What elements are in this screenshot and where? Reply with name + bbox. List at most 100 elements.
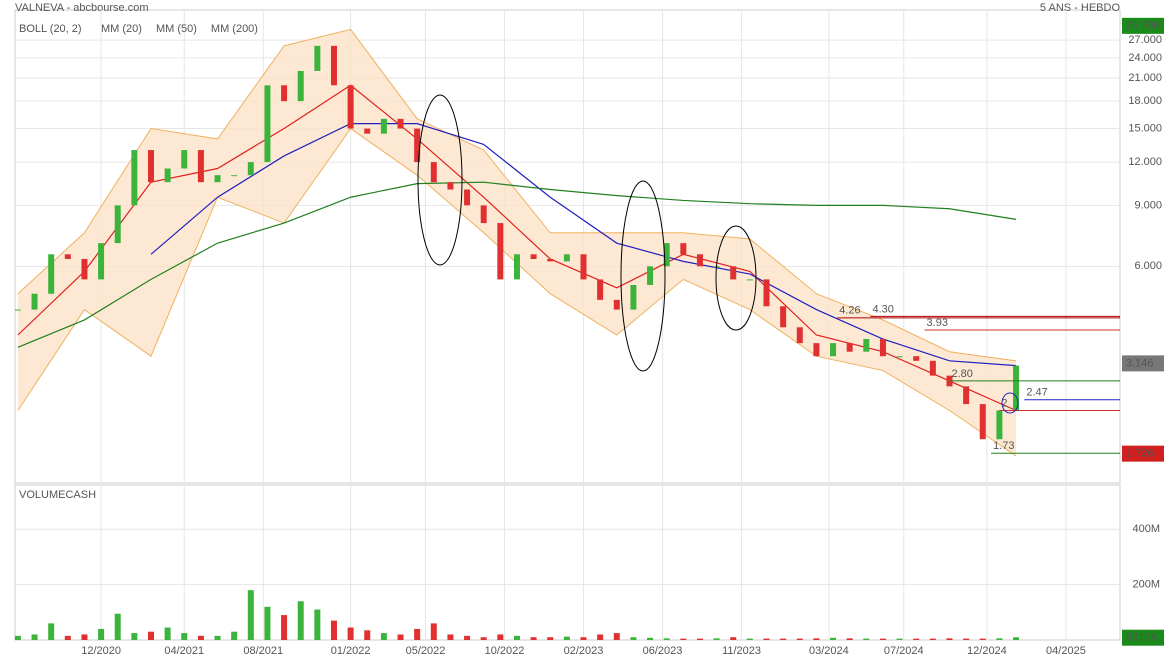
y-tick-label: 24.000 [1128,52,1162,64]
candle [830,343,837,357]
candle [347,85,354,129]
volume-bar [896,638,903,640]
price-label-box [1122,17,1164,34]
volume-bar [497,634,504,640]
labels: 12/2020 04/2021 08/2021 01/2022 05/2022 10/20… [19,17,1164,657]
volume-bar [414,628,421,640]
volume-bar [730,637,737,640]
candle [31,293,38,310]
legend-entry: MM (20) [101,23,142,35]
volume-bar [647,637,654,640]
level-label: 4.30 [872,303,893,315]
volume-bar [530,637,537,640]
candle [98,243,105,280]
volume-bar [430,623,437,640]
candle [913,356,920,361]
volume-bar [98,628,105,640]
candle [597,279,604,300]
level-label: 2 [1001,397,1007,409]
candle [464,189,471,206]
volume-bar [380,633,387,640]
y-tick-label: 400M [1132,523,1160,535]
candle [813,343,820,357]
candle [231,175,238,177]
candle [513,254,520,280]
volume-bar [81,634,88,640]
candle [929,360,936,376]
volume-bar [131,633,138,640]
volume-bar [48,623,55,640]
candle [663,243,670,267]
volume-bar [330,620,337,640]
x-tick-label: 12/2024 [967,645,1007,657]
candle [896,356,903,358]
ellipse [715,225,757,331]
candle [264,85,271,163]
candle [796,327,803,344]
candle [447,182,454,190]
volume-bar [879,638,886,640]
volume-label: 8315K [1126,632,1158,644]
volume-bar [314,609,321,640]
volume-bar [580,637,587,640]
volume-bar [1013,637,1020,640]
candle [247,162,254,176]
candle [580,254,587,280]
candle [114,205,121,244]
annotations [417,94,1019,414]
x-tick-label: 08/2021 [243,645,283,657]
volume-bar [214,635,221,640]
volume-bar [197,635,204,640]
volume-bar [613,633,620,640]
volume-bar [813,638,820,640]
price-label-box [1122,445,1164,462]
volume-bar [763,638,770,640]
candle [630,284,637,310]
y-tick-label: 15.000 [1128,122,1162,134]
volume-bar [929,638,936,640]
ellipse [1001,392,1019,414]
price-label: 29.700 [1126,20,1160,32]
candle [64,254,71,259]
volume-bar [630,637,637,640]
candle [996,410,1003,440]
volume-bar [480,637,487,640]
y-tick-label: 9.000 [1134,199,1162,211]
y-tick-label: 18.000 [1128,95,1162,107]
volume-bar [447,634,454,640]
y-tick-label: 27.000 [1128,34,1162,46]
y-tick-label: 21.000 [1128,72,1162,84]
y-tick-label: 12.000 [1128,156,1162,168]
level-label: 4.26 [839,305,860,317]
candle [497,223,504,280]
candle [763,279,770,307]
volume-bar [663,638,670,640]
y-tick-label: 6.000 [1134,260,1162,272]
candle [414,128,421,163]
volume-bar [913,638,920,640]
candle [197,150,204,183]
plot [14,28,1120,640]
y-tick-label: 200M [1132,579,1160,591]
volume-panel [14,484,1121,641]
candle [364,128,371,134]
candle [147,150,154,183]
volume-bar [796,638,803,640]
candle [863,339,870,352]
volume-bar [164,627,171,640]
candle [979,404,986,440]
volume-bar [31,634,38,640]
volume-bar [181,633,188,640]
candle [48,254,55,294]
volume-bar [996,638,1003,640]
legend-entry: MM (50) [156,23,197,35]
candle [746,279,753,281]
volume-bar [597,634,604,640]
volume-bar [64,635,71,640]
price-label-box [1122,355,1164,372]
candle [730,266,737,280]
volume-bar [114,613,121,640]
volume-bar [397,634,404,640]
volume-bar [680,638,687,640]
